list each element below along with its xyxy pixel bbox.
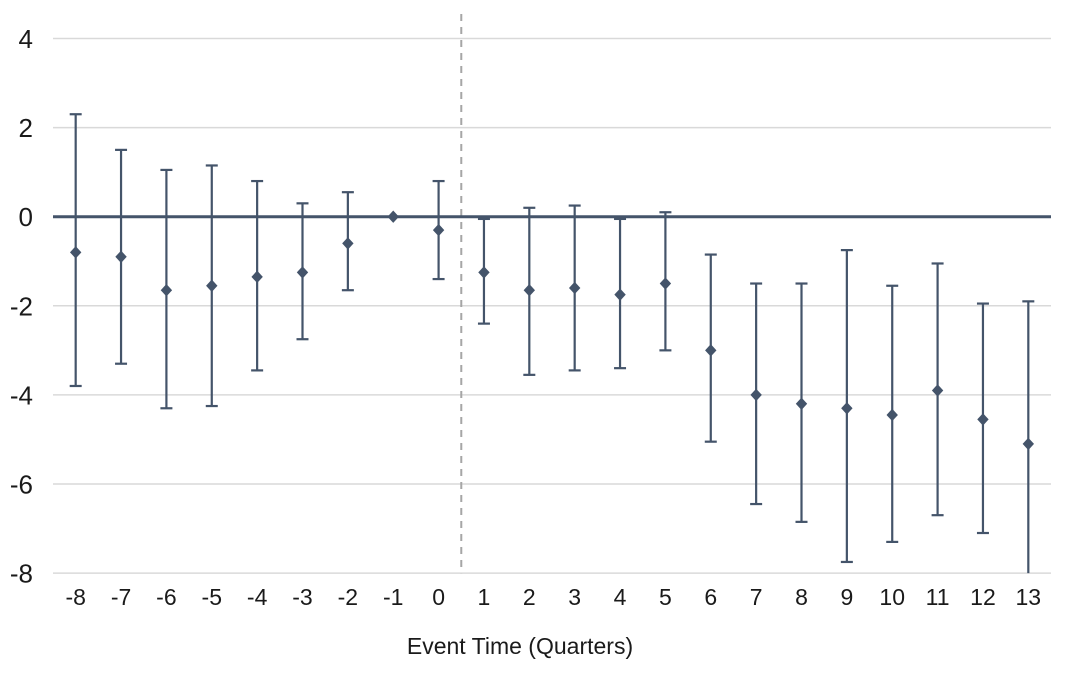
x-tick-label: 11 <box>926 584 950 610</box>
point-marker <box>115 250 127 263</box>
point-marker <box>886 408 898 422</box>
y-tick-label: 4 <box>19 24 33 54</box>
y-tick-label: -4 <box>10 380 33 410</box>
x-tick-label: 5 <box>659 584 672 610</box>
x-tick-label: -7 <box>111 584 131 610</box>
x-tick-label: -6 <box>156 584 176 610</box>
point-marker <box>478 266 490 279</box>
x-tick-label: 2 <box>523 584 536 610</box>
point-marker <box>659 277 672 290</box>
point-marker <box>342 237 354 250</box>
x-tick-label: 7 <box>750 584 763 610</box>
point-marker <box>841 402 853 415</box>
x-tick-label: 10 <box>879 584 905 610</box>
point-marker <box>977 413 989 426</box>
point-marker <box>160 284 173 297</box>
point-marker <box>750 388 762 402</box>
point-marker <box>251 270 263 284</box>
point-marker <box>614 288 626 301</box>
point-marker <box>705 344 717 357</box>
x-tick-label: -2 <box>338 584 358 610</box>
y-tick-label: 0 <box>19 202 33 232</box>
x-tick-label: -3 <box>292 584 312 610</box>
x-tick-label: 3 <box>568 584 581 610</box>
x-tick-label: -4 <box>247 584 268 610</box>
x-tick-label: -1 <box>383 584 403 610</box>
x-tick-label: 8 <box>795 584 808 610</box>
x-axis-title: Event Time (Quarters) <box>407 633 633 659</box>
point-marker <box>795 397 808 411</box>
point-marker <box>568 281 581 295</box>
x-tick-label: 9 <box>840 584 853 610</box>
point-marker <box>387 210 399 223</box>
point-marker <box>432 223 445 237</box>
x-tick-label: 0 <box>432 584 445 610</box>
x-tick-label: -8 <box>65 584 85 610</box>
x-tick-label: 13 <box>1016 584 1042 610</box>
x-tick-label: 4 <box>614 584 627 610</box>
x-tick-label: -5 <box>202 584 222 610</box>
y-tick-label: -8 <box>10 559 33 589</box>
point-marker <box>523 284 536 297</box>
x-tick-label: 1 <box>478 584 491 610</box>
x-tick-label: 12 <box>970 584 996 610</box>
y-tick-label: 2 <box>19 113 33 143</box>
point-marker <box>1022 437 1035 451</box>
y-tick-label: -6 <box>10 470 33 500</box>
point-marker <box>206 279 218 292</box>
x-tick-label: 6 <box>704 584 717 610</box>
point-marker <box>296 266 309 279</box>
point-marker <box>931 384 944 397</box>
point-marker <box>69 246 82 259</box>
y-tick-label: -2 <box>10 291 33 321</box>
